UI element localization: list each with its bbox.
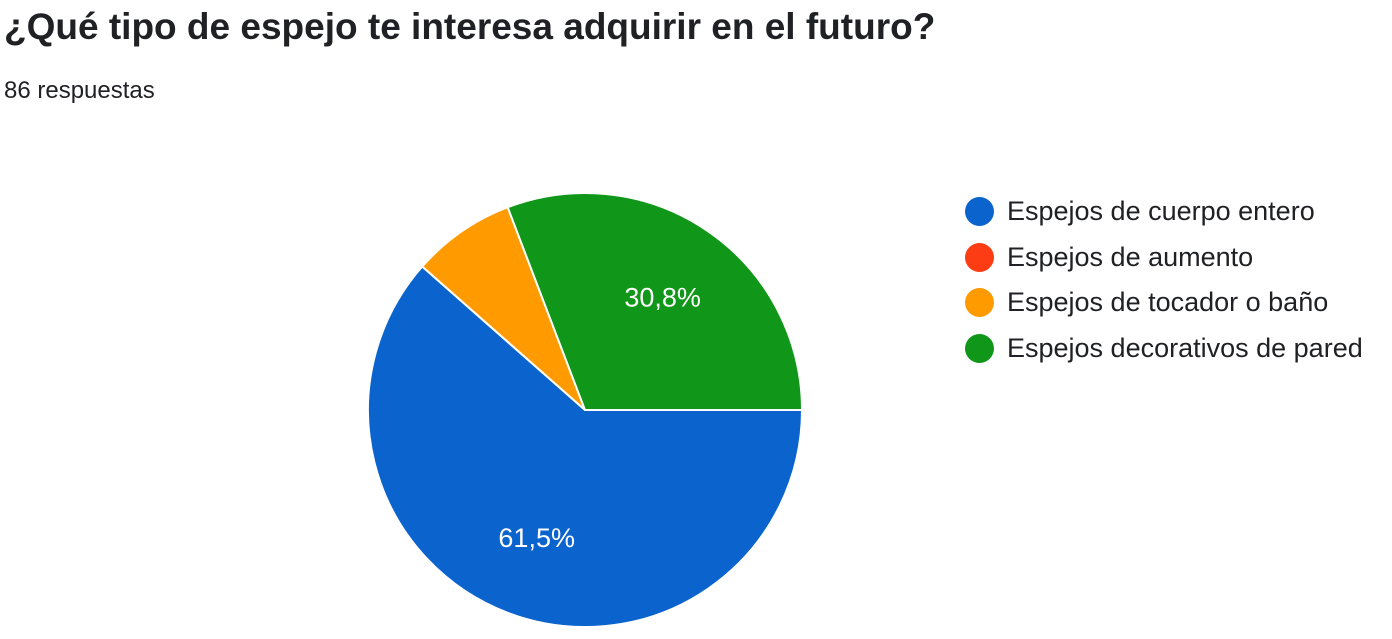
pie-slice-espejos-decorativos-de-pared[interactable] (506, 192, 804, 411)
legend-label: Espejos de tocador o baño (1007, 287, 1329, 318)
legend-swatch-icon (965, 242, 994, 272)
legend-label: Espejos decorativos de pared (1007, 332, 1363, 363)
legend-item[interactable]: Espejos de cuerpo entero (965, 189, 1363, 235)
slice-label-espejos-de-cuerpo-entero: 61,5% (498, 523, 575, 553)
pie-slice-espejos-de-cuerpo-entero[interactable] (367, 265, 804, 629)
response-count: 86 respuestas (4, 77, 155, 104)
legend-item[interactable]: Espejos de tocador o baño (965, 280, 1363, 326)
legend-item[interactable]: Espejos de aumento (965, 235, 1363, 281)
pie-slice-espejos-de-tocador-o-bano[interactable] (420, 205, 586, 411)
legend-item[interactable]: Espejos decorativos de pared (965, 326, 1363, 372)
legend-swatch-icon (965, 197, 994, 227)
chart-title: ¿Qué tipo de espejo te interesa adquirir… (4, 6, 936, 47)
slice-label-espejos-decorativos-de-pared: 30,8% (624, 282, 701, 312)
legend-swatch-icon (965, 288, 994, 318)
legend-label: Espejos de aumento (1007, 241, 1254, 272)
legend-swatch-icon (965, 333, 994, 363)
legend-label: Espejos de cuerpo entero (1007, 196, 1315, 227)
chart-legend: Espejos de cuerpo entero Espejos de aume… (965, 189, 1363, 371)
